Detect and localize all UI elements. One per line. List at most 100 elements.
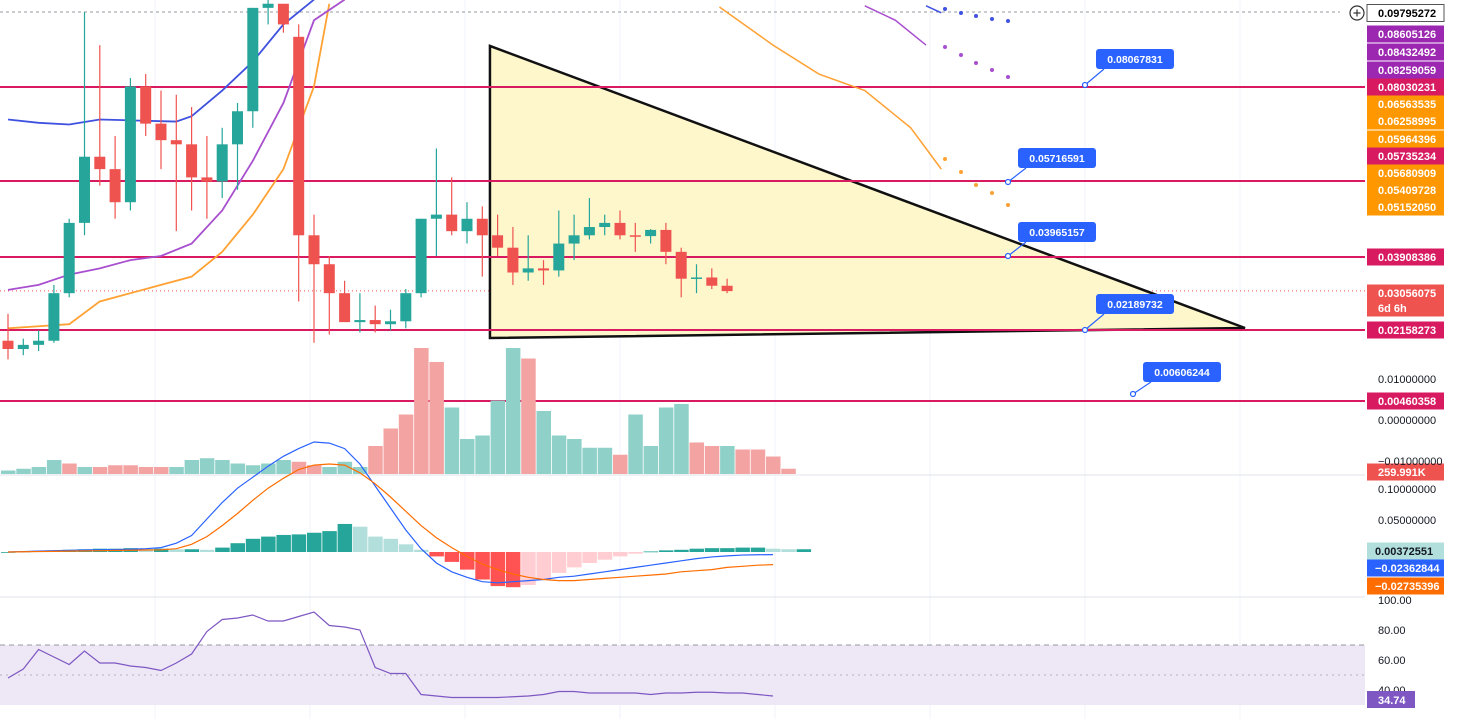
price-label-bg[interactable] [1367, 164, 1444, 182]
volume-bar [123, 465, 138, 474]
macd-histogram-bar [643, 551, 659, 553]
price-label-bg[interactable] [1367, 78, 1444, 96]
callout-label: 0.03965157 [1029, 227, 1085, 239]
volume-bar [383, 428, 398, 474]
candle-body [660, 229, 672, 252]
price-label-bg[interactable] [1367, 321, 1444, 339]
volume-bar [368, 446, 383, 474]
price-label-bg[interactable] [1367, 130, 1444, 148]
volume-bar [720, 446, 735, 474]
volume-bar [184, 460, 200, 474]
price-callouts[interactable]: 0.08067831 0.05716591 0.03965157 0.02189732… [1004, 49, 1222, 398]
callout-label: 0.05716591 [1029, 153, 1085, 165]
candle-body [476, 218, 488, 236]
macd-line [7, 441, 774, 584]
moving-average-line [7, 3, 331, 330]
candle-body [170, 140, 182, 145]
rsi-value-bg[interactable] [1367, 691, 1415, 708]
volume-bar [597, 447, 613, 474]
macd-histogram-bar [674, 549, 689, 552]
price-label-bg[interactable] [1366, 4, 1445, 22]
candle-body [2, 340, 14, 350]
add-button[interactable] [1349, 5, 1365, 21]
price-label-bg[interactable] [1367, 95, 1444, 113]
macd-histogram-bar [230, 543, 245, 552]
macd-value-bg[interactable] [1367, 559, 1444, 577]
callout-anchor[interactable] [1081, 81, 1089, 89]
macd-value-bg[interactable] [1367, 542, 1444, 560]
volume-bar [398, 414, 414, 474]
callout-box[interactable] [1096, 49, 1174, 69]
candle-body [17, 344, 29, 350]
price-label: 0.08432492 [1378, 47, 1436, 59]
candle-body [706, 277, 718, 286]
macd-histogram-bar [704, 548, 720, 552]
price-axis[interactable]: 0.09795272 0.08605126 0.08432492 0.08259059… [1366, 0, 1459, 719]
price-label-bg[interactable] [1367, 392, 1444, 410]
candle-body [293, 36, 305, 236]
grid-lines [0, 0, 1365, 719]
candle-body [721, 285, 733, 292]
price-label: 0.05409728 [1378, 185, 1436, 197]
callout-label: 0.08067831 [1107, 54, 1163, 66]
macd-value-bg[interactable] [1367, 577, 1444, 595]
callout-anchor[interactable] [1004, 178, 1012, 186]
price-label-bg[interactable] [1367, 299, 1444, 317]
candle-body [675, 251, 687, 279]
price-label-bg[interactable] [1367, 25, 1444, 43]
price-label-bg[interactable] [1367, 284, 1444, 302]
candle-body [79, 156, 90, 223]
callout-anchor[interactable] [1081, 326, 1089, 334]
price-label-bg[interactable] [1367, 463, 1444, 481]
price-label-bg[interactable] [1367, 198, 1444, 216]
candle-body [507, 247, 519, 273]
volume-bar [689, 442, 704, 474]
price-label-bg[interactable] [1367, 112, 1444, 130]
projection-dot [990, 68, 994, 72]
volume-bar [169, 467, 184, 474]
callout-box[interactable] [1018, 148, 1096, 168]
projection-dot [943, 157, 947, 161]
macd-histogram-bar [766, 548, 781, 552]
projection-dot [990, 17, 994, 21]
volume-bar [108, 465, 123, 474]
projection-dot [974, 61, 978, 65]
callout-anchor[interactable] [1004, 252, 1012, 260]
price-label-bg[interactable] [1367, 43, 1444, 61]
price-label-bg[interactable] [1367, 248, 1444, 266]
callout-anchor[interactable] [1129, 390, 1137, 398]
callout-box[interactable] [1096, 294, 1174, 314]
price-label: 0.03056075 [1378, 288, 1436, 300]
price-label: 0.05680909 [1378, 168, 1436, 180]
macd-tick: 0.10000000 [1378, 484, 1436, 496]
callout-label: 0.02189732 [1107, 299, 1163, 311]
callout-box[interactable] [1018, 222, 1096, 242]
candle-body [522, 268, 534, 273]
volume-bar [735, 449, 750, 474]
macd-histogram-bar [307, 532, 322, 552]
callout-box[interactable] [1143, 362, 1221, 382]
moving-average-purple-decline [864, 5, 927, 46]
candlesticks [2, 0, 733, 360]
price-label: 0.08605126 [1378, 29, 1436, 41]
price-label-bg[interactable] [1367, 181, 1444, 199]
candle-body [247, 7, 259, 112]
projection-dot [959, 11, 963, 15]
macd-histogram-bar [383, 538, 398, 552]
macd-histogram-bar [475, 552, 490, 580]
macd-histogram-bar [658, 550, 674, 552]
macd-histogram-bar [567, 552, 582, 568]
volume-bar [658, 407, 674, 474]
moving-average-blue-decline [925, 5, 942, 14]
price-label-bg[interactable] [1367, 147, 1444, 165]
macd-histogram-bar [796, 549, 812, 552]
callout-leader [1084, 68, 1105, 86]
price-label: 0.05735234 [1378, 151, 1437, 163]
macd-tick: 0.05000000 [1378, 515, 1436, 527]
macd-histogram-bar [215, 547, 230, 552]
volume-bar [521, 358, 536, 474]
price-label-bg[interactable] [1367, 61, 1444, 79]
macd-histogram-bar [460, 552, 475, 570]
